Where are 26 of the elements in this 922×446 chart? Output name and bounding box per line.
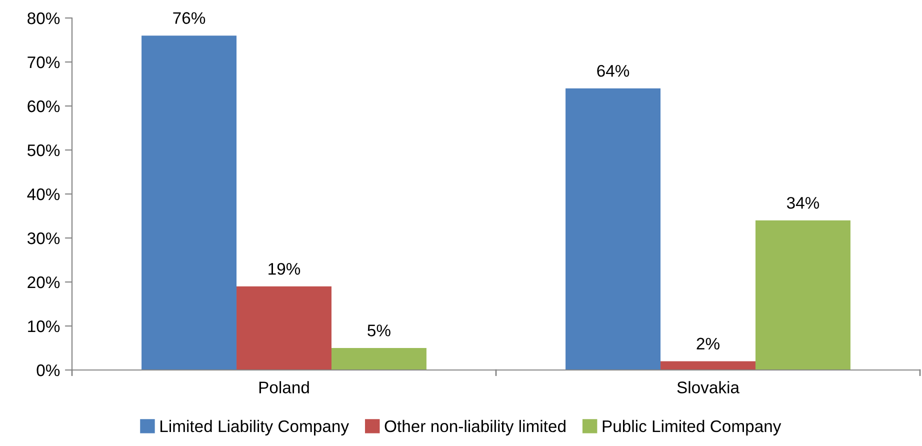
- data-label: 64%: [597, 64, 630, 77]
- data-label: 76%: [173, 12, 206, 24]
- legend-label: Other non-liability limited: [384, 420, 566, 436]
- x-tick-label: Poland: [259, 381, 309, 394]
- bar: [755, 220, 850, 370]
- data-label: 34%: [786, 196, 820, 209]
- bar: [142, 36, 237, 370]
- legend-label: Public Limited Company: [602, 420, 782, 436]
- data-label: 5%: [368, 324, 390, 336]
- legend-label: Limited Liability Company: [160, 420, 350, 436]
- bar: [236, 286, 332, 370]
- x-tick-label: Slovakia: [677, 381, 740, 394]
- y-tick-label: 80%: [28, 12, 60, 24]
- bar: [660, 361, 756, 370]
- bar: [331, 348, 426, 370]
- data-label: 2%: [696, 338, 720, 350]
- y-tick-label: 50%: [28, 144, 60, 156]
- y-tick-label: 20%: [28, 276, 60, 288]
- y-tick-label: 70%: [28, 56, 60, 68]
- data-label: 19%: [268, 262, 300, 275]
- y-tick-label: 60%: [28, 100, 60, 112]
- y-tick-label: 0%: [36, 364, 60, 376]
- y-tick-label: 10%: [28, 320, 60, 332]
- y-tick-label: 30%: [27, 232, 60, 244]
- y-tick-label: 40%: [27, 188, 60, 200]
- bar: [566, 88, 661, 370]
